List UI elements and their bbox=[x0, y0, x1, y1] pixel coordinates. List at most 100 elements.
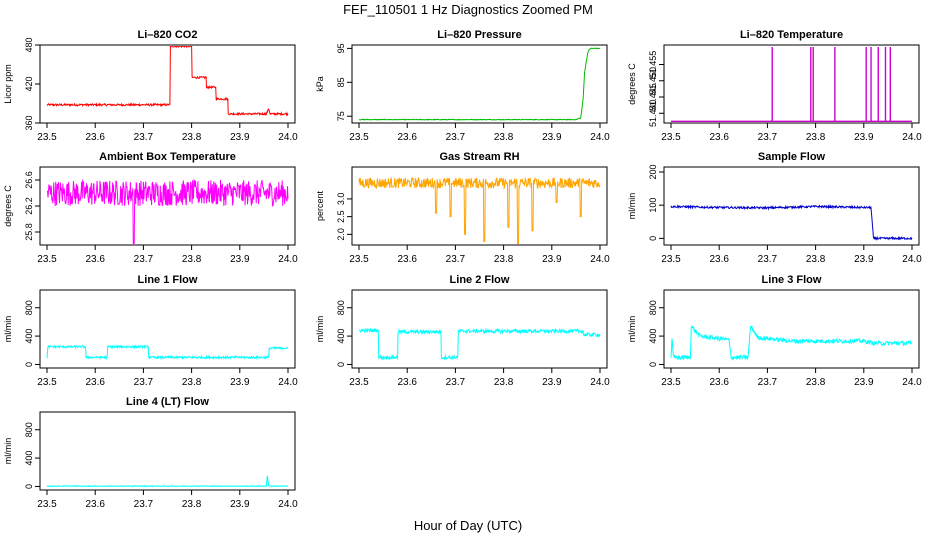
y-tick-label: 800 bbox=[648, 300, 658, 315]
x-tick-label: 23.9 bbox=[854, 132, 874, 143]
x-tick-label: 23.5 bbox=[37, 132, 57, 143]
chart-title: Line 1 Flow bbox=[138, 274, 198, 286]
x-tick-label: 23.9 bbox=[542, 132, 562, 143]
series-line bbox=[46, 46, 289, 117]
y-tick-label: 95 bbox=[336, 43, 346, 53]
figure-title: FEF_110501 1 Hz Diagnostics Zoomed PM bbox=[343, 2, 593, 17]
plot-frame bbox=[39, 166, 296, 246]
chart-title: Line 2 Flow bbox=[450, 274, 510, 286]
x-tick-label: 23.5 bbox=[37, 499, 57, 510]
plot-frame bbox=[39, 411, 296, 491]
x-tick-label: 23.7 bbox=[446, 132, 466, 143]
x-tick-label: 23.6 bbox=[709, 132, 729, 143]
y-tick-label: 360 bbox=[24, 115, 34, 130]
x-tick-label: 23.6 bbox=[709, 377, 729, 388]
series-group bbox=[46, 475, 289, 488]
series-line bbox=[358, 176, 601, 244]
y-tick-label: 400 bbox=[24, 451, 34, 466]
x-tick-label: 23.7 bbox=[134, 499, 154, 510]
x-tick-label: 24.0 bbox=[590, 377, 610, 388]
x-tick-label: 23.6 bbox=[397, 132, 417, 143]
x-tick-label: 23.6 bbox=[397, 377, 417, 388]
figure-x-axis-label: Hour of Day (UTC) bbox=[413, 518, 523, 533]
y-axis-label: ml/min bbox=[3, 316, 13, 343]
chart-panel: Gas Stream RH 23.5 23.6 23.7 23.8 23.9 24.0 2.0… bbox=[315, 151, 610, 265]
x-tick-label: 24.0 bbox=[278, 254, 298, 265]
series-line bbox=[358, 327, 601, 361]
chart-panel: Line 4 (LT) Flow 23.5 23.6 23.7 23.8 23.9 24.0… bbox=[3, 396, 298, 510]
x-tick-label: 23.8 bbox=[182, 377, 202, 388]
x-tick-label: 23.5 bbox=[37, 377, 57, 388]
chart-title: Gas Stream RH bbox=[439, 151, 519, 163]
y-tick-label: 51.450 bbox=[648, 67, 658, 95]
y-axis-label: degrees C bbox=[627, 63, 637, 105]
y-tick-label: 0 bbox=[24, 484, 34, 489]
x-tick-label: 23.9 bbox=[854, 377, 874, 388]
x-tick-label: 23.9 bbox=[230, 254, 250, 265]
y-tick-label: 800 bbox=[336, 300, 346, 315]
x-tick-label: 23.8 bbox=[494, 377, 514, 388]
chart-title: Line 4 (LT) Flow bbox=[126, 396, 209, 408]
x-tick-label: 23.7 bbox=[758, 254, 778, 265]
x-tick-label: 23.7 bbox=[446, 254, 466, 265]
x-tick-label: 23.9 bbox=[854, 254, 874, 265]
y-tick-label: 75 bbox=[336, 111, 346, 121]
chart-title: Li–820 CO2 bbox=[138, 29, 198, 41]
x-tick-label: 23.8 bbox=[494, 254, 514, 265]
series-group bbox=[46, 178, 289, 244]
y-tick-label: 25.8 bbox=[24, 223, 34, 241]
y-tick-label: 26.6 bbox=[24, 171, 34, 189]
x-tick-label: 23.5 bbox=[661, 254, 681, 265]
y-tick-label: 3.0 bbox=[336, 193, 346, 206]
x-tick-label: 23.6 bbox=[85, 499, 105, 510]
plot-frame bbox=[663, 289, 920, 369]
x-tick-label: 24.0 bbox=[590, 132, 610, 143]
y-tick-label: 400 bbox=[648, 329, 658, 344]
x-tick-label: 23.7 bbox=[134, 254, 154, 265]
series-line bbox=[46, 178, 289, 244]
series-line bbox=[670, 325, 913, 362]
x-tick-label: 23.6 bbox=[709, 254, 729, 265]
series-group bbox=[46, 344, 289, 361]
chart-title: Line 3 Flow bbox=[762, 274, 822, 286]
chart-panel: Sample Flow 23.5 23.6 23.7 23.8 23.9 24.0 0 100 2… bbox=[627, 151, 922, 265]
plot-frame bbox=[351, 166, 608, 246]
chart-panel: Line 1 Flow 23.5 23.6 23.7 23.8 23.9 24.0 0 400 8… bbox=[3, 274, 298, 388]
y-tick-label: 0 bbox=[336, 362, 346, 367]
x-tick-label: 24.0 bbox=[902, 377, 922, 388]
y-tick-label: 0 bbox=[648, 362, 658, 367]
x-tick-label: 23.5 bbox=[661, 377, 681, 388]
x-tick-label: 23.8 bbox=[494, 132, 514, 143]
x-tick-label: 23.9 bbox=[542, 377, 562, 388]
y-tick-label: 400 bbox=[336, 329, 346, 344]
chart-panel: Line 3 Flow 23.5 23.6 23.7 23.8 23.9 24.0 0 400 8… bbox=[627, 274, 922, 388]
y-tick-label: 800 bbox=[24, 300, 34, 315]
chart-title: Sample Flow bbox=[758, 151, 826, 163]
y-tick-label: 400 bbox=[24, 329, 34, 344]
y-tick-label: 200 bbox=[648, 164, 658, 179]
y-tick-label: 0 bbox=[648, 236, 658, 241]
y-tick-label: 26.2 bbox=[24, 197, 34, 215]
x-tick-label: 23.5 bbox=[661, 132, 681, 143]
plot-frame bbox=[39, 289, 296, 369]
chart-panel: Li–820 Temperature 23.5 23.6 23.7 23.8 23.9 24… bbox=[627, 29, 922, 143]
chart-panel: Li–820 Pressure 23.5 23.6 23.7 23.8 23.9 24.0 7… bbox=[315, 29, 610, 143]
x-tick-label: 24.0 bbox=[278, 499, 298, 510]
plot-frame bbox=[351, 289, 608, 369]
y-tick-label: 51.440 bbox=[648, 99, 658, 127]
series-group bbox=[671, 47, 912, 122]
series-line bbox=[46, 475, 289, 488]
series-group bbox=[46, 46, 289, 117]
chart-title: Li–820 Pressure bbox=[437, 29, 521, 41]
y-tick-label: 800 bbox=[24, 422, 34, 437]
y-axis-label: degrees C bbox=[3, 185, 13, 227]
x-tick-label: 23.8 bbox=[182, 254, 202, 265]
x-tick-label: 23.6 bbox=[85, 254, 105, 265]
plot-frame bbox=[663, 166, 920, 246]
series-group bbox=[670, 204, 913, 241]
x-tick-label: 23.5 bbox=[349, 132, 369, 143]
y-tick-label: 420 bbox=[24, 76, 34, 91]
y-axis-label: ml/min bbox=[627, 316, 637, 343]
x-tick-label: 23.7 bbox=[446, 377, 466, 388]
